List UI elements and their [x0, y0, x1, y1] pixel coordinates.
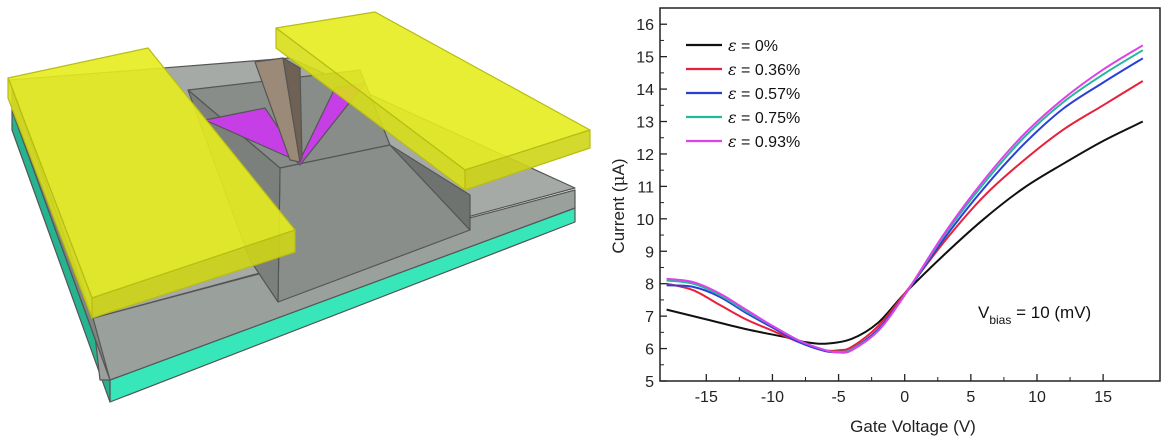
x-axis-title: Gate Voltage (V): [850, 417, 976, 436]
legend-label: ε = 0%: [728, 36, 778, 55]
legend-label: ε = 0.57%: [728, 84, 800, 103]
y-tick-label: 14: [636, 82, 654, 99]
legend-label: ε = 0.93%: [728, 132, 800, 151]
y-tick-label: 8: [645, 277, 654, 294]
axis-tick-labels: -15 -10 -5 0 5 10 15 5 6 7 8 9 10 11 12 13 14 15 16: [636, 17, 1112, 406]
plot-border: [659, 7, 1161, 382]
y-tick-label: 16: [636, 17, 654, 34]
legend: ε = 0% ε = 0.36% ε = 0.57% ε = 0.75% ε = 0.9…: [686, 36, 800, 151]
x-tick-label: 10: [1028, 389, 1046, 406]
right-electrode-left: [275, 27, 466, 191]
y-tick-label: 15: [636, 50, 654, 67]
x-tick-label: -15: [695, 389, 718, 406]
y-axis-title: Current (μA): [609, 158, 629, 253]
x-tick-label: 5: [966, 389, 975, 406]
y-tick-label: 12: [636, 147, 654, 164]
left-electrode-left: [7, 77, 93, 319]
probe-tip-side: [282, 57, 303, 163]
y-tick-label: 9: [645, 244, 654, 261]
bias-annotation: Vbias = 10 (mV): [978, 303, 1091, 327]
series-line-1: [666, 80, 1144, 352]
series-line-0: [666, 120, 1144, 345]
y-tick-label: 7: [645, 309, 654, 326]
x-tick-label: -10: [761, 389, 784, 406]
y-tick-label: 10: [636, 212, 654, 229]
y-tick-label: 6: [645, 342, 654, 359]
x-tick-label: 15: [1094, 389, 1112, 406]
series-lines: [666, 44, 1144, 354]
trench-right-wall: [389, 144, 471, 231]
dielectric-front: [92, 189, 576, 381]
device-illustration: [7, 11, 591, 403]
x-tick-label: -5: [831, 389, 845, 406]
y-tick-label: 13: [636, 115, 654, 132]
legend-label: ε = 0.75%: [728, 108, 800, 127]
y-tick-label: 5: [645, 374, 654, 391]
x-tick-label: 0: [900, 389, 909, 406]
series-line-4: [666, 44, 1144, 354]
legend-label: ε = 0.36%: [728, 60, 800, 79]
plot-frame: [659, 7, 1161, 382]
axis-ticks: [660, 23, 1104, 382]
y-tick-label: 11: [637, 179, 654, 196]
